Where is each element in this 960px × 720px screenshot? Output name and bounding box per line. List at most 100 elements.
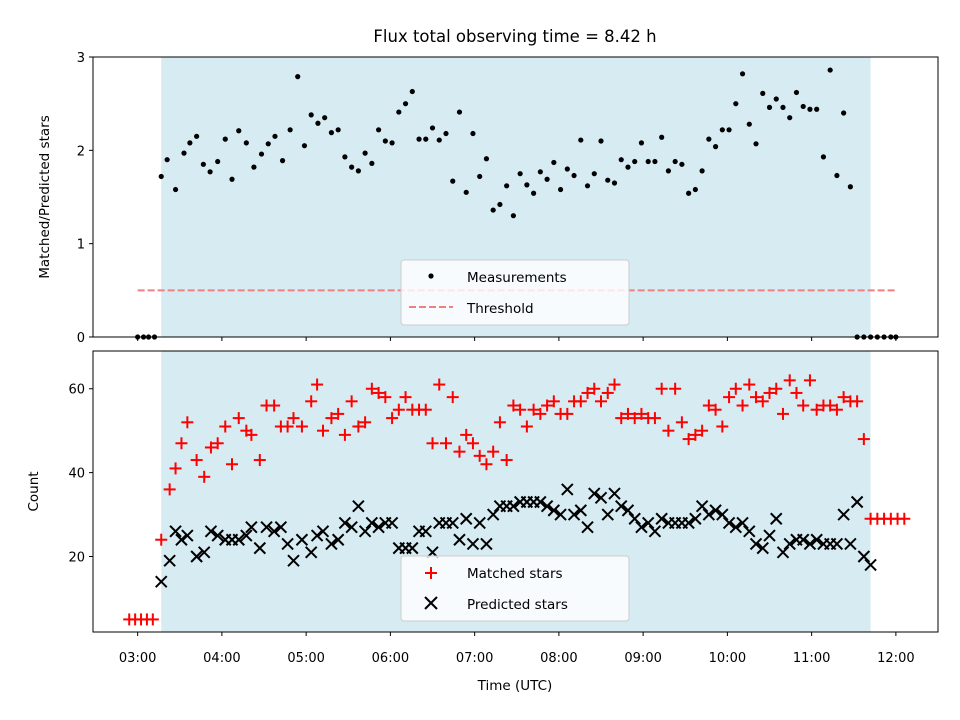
matched-star-marker bbox=[268, 399, 281, 412]
matched-star-marker bbox=[232, 412, 245, 425]
measurement-point bbox=[773, 96, 779, 102]
measurement-point bbox=[605, 177, 611, 183]
predicted-star-marker bbox=[352, 499, 365, 513]
x-tick-label: 12:00 bbox=[877, 651, 914, 666]
matched-star-marker bbox=[433, 378, 446, 391]
predicted-star-marker bbox=[783, 537, 796, 551]
matched-star-marker bbox=[851, 395, 864, 408]
measurement-point bbox=[389, 140, 395, 146]
matched-star-marker bbox=[439, 437, 452, 450]
matched-star-marker bbox=[163, 483, 176, 496]
y-tick-label: 20 bbox=[68, 551, 85, 566]
matched-star-marker bbox=[245, 428, 258, 441]
matched-star-marker bbox=[466, 437, 479, 450]
measurement-point bbox=[524, 182, 530, 188]
measurement-point bbox=[342, 154, 348, 160]
measurement-point bbox=[279, 158, 286, 164]
measurement-point bbox=[578, 137, 584, 143]
matched-star-marker bbox=[453, 445, 466, 458]
measurement-point bbox=[827, 67, 833, 73]
matched-star-marker bbox=[655, 382, 668, 395]
measurement-point bbox=[847, 184, 853, 190]
measurement-point bbox=[315, 120, 321, 126]
legend-measurements-label: Measurements bbox=[467, 270, 567, 286]
predicted-star-marker bbox=[466, 537, 480, 551]
measurement-point bbox=[423, 136, 429, 142]
matched-star-marker bbox=[514, 403, 527, 416]
measurement-point bbox=[470, 130, 476, 137]
measurement-point bbox=[820, 154, 827, 160]
top-legend: Measurements Threshold bbox=[400, 259, 630, 326]
measurement-point bbox=[544, 176, 550, 182]
measurement-point bbox=[834, 172, 840, 179]
predicted-star-marker bbox=[628, 512, 641, 525]
predicted-star-marker bbox=[163, 554, 176, 567]
matched-star-marker bbox=[392, 403, 405, 416]
measurement-point bbox=[659, 134, 665, 140]
y-tick-label: 0 bbox=[77, 331, 85, 346]
legend-predicted-marker bbox=[424, 596, 438, 610]
predicted-star-marker bbox=[574, 504, 587, 517]
x-axis-label: Time (UTC) bbox=[477, 678, 553, 694]
measurement-point bbox=[625, 164, 631, 170]
predicted-star-marker bbox=[830, 537, 844, 551]
bottom-y-axis: 20 40 60 bbox=[68, 383, 93, 566]
measurement-point bbox=[222, 136, 228, 142]
predicted-star-marker bbox=[345, 520, 358, 534]
measurement-point bbox=[355, 168, 361, 174]
measurement-point bbox=[766, 104, 773, 110]
predicted-star-marker bbox=[190, 550, 203, 563]
measurement-point bbox=[699, 168, 705, 174]
matched-star-marker bbox=[689, 428, 702, 441]
predicted-star-marker bbox=[655, 512, 668, 525]
measurement-point bbox=[158, 173, 164, 180]
predicted-star-marker bbox=[581, 520, 594, 534]
matched-star-marker bbox=[295, 420, 308, 433]
predicted-star-marker bbox=[641, 516, 655, 530]
matched-star-marker bbox=[305, 395, 318, 408]
matched-star-marker bbox=[399, 391, 412, 404]
predicted-star-marker bbox=[260, 520, 273, 534]
legend-predicted-label: Predicted stars bbox=[467, 597, 568, 613]
matched-star-marker bbox=[520, 420, 533, 433]
bottom-x-axis: 03:00 04:00 05:00 06:00 07:00 08:00 09:00 10:00… bbox=[119, 632, 915, 666]
predicted-star-marker bbox=[240, 529, 253, 542]
predicted-star-marker bbox=[756, 541, 769, 555]
predicted-star-marker bbox=[507, 499, 520, 513]
measurement-point bbox=[497, 201, 503, 208]
matched-star-marker bbox=[615, 412, 628, 425]
bottom-y-axis-label: Count bbox=[26, 471, 42, 511]
matched-star-marker bbox=[226, 458, 239, 471]
predicted-star-marker bbox=[358, 525, 372, 538]
matched-star-marker bbox=[446, 391, 459, 404]
top-y-axis: 0 1 2 3 bbox=[77, 51, 93, 346]
measurement-point bbox=[537, 169, 543, 175]
measurement-point bbox=[706, 136, 712, 142]
measurement-point bbox=[409, 88, 415, 95]
matched-star-marker bbox=[534, 407, 547, 420]
predicted-star-marker bbox=[567, 508, 581, 521]
matched-star-marker bbox=[372, 386, 385, 399]
predicted-star-marker bbox=[803, 537, 817, 551]
matched-star-marker bbox=[588, 382, 601, 395]
bottom-legend: Matched stars Predicted stars bbox=[400, 555, 630, 622]
measurement-point bbox=[793, 89, 800, 96]
legend-threshold-label: Threshold bbox=[466, 301, 534, 317]
measurement-point bbox=[814, 106, 820, 112]
predicted-star-marker bbox=[406, 541, 419, 555]
matched-star-marker bbox=[426, 437, 439, 450]
y-tick-label: 60 bbox=[68, 383, 85, 398]
measurement-point bbox=[181, 150, 187, 156]
predicted-star-marker bbox=[608, 487, 621, 500]
predicted-star-marker bbox=[155, 575, 168, 588]
predicted-star-marker bbox=[486, 508, 500, 521]
matched-star-marker bbox=[621, 407, 634, 420]
measurement-point bbox=[780, 104, 786, 110]
ratio-panel: Flux total observing time = 8.42 h 0123 … bbox=[37, 27, 939, 346]
measurement-point bbox=[746, 121, 752, 127]
x-tick-label: 09:00 bbox=[624, 651, 661, 666]
matched-star-marker bbox=[155, 533, 168, 546]
matched-star-marker bbox=[460, 428, 473, 441]
predicted-star-marker bbox=[446, 516, 459, 530]
matched-star-marker bbox=[332, 407, 345, 420]
